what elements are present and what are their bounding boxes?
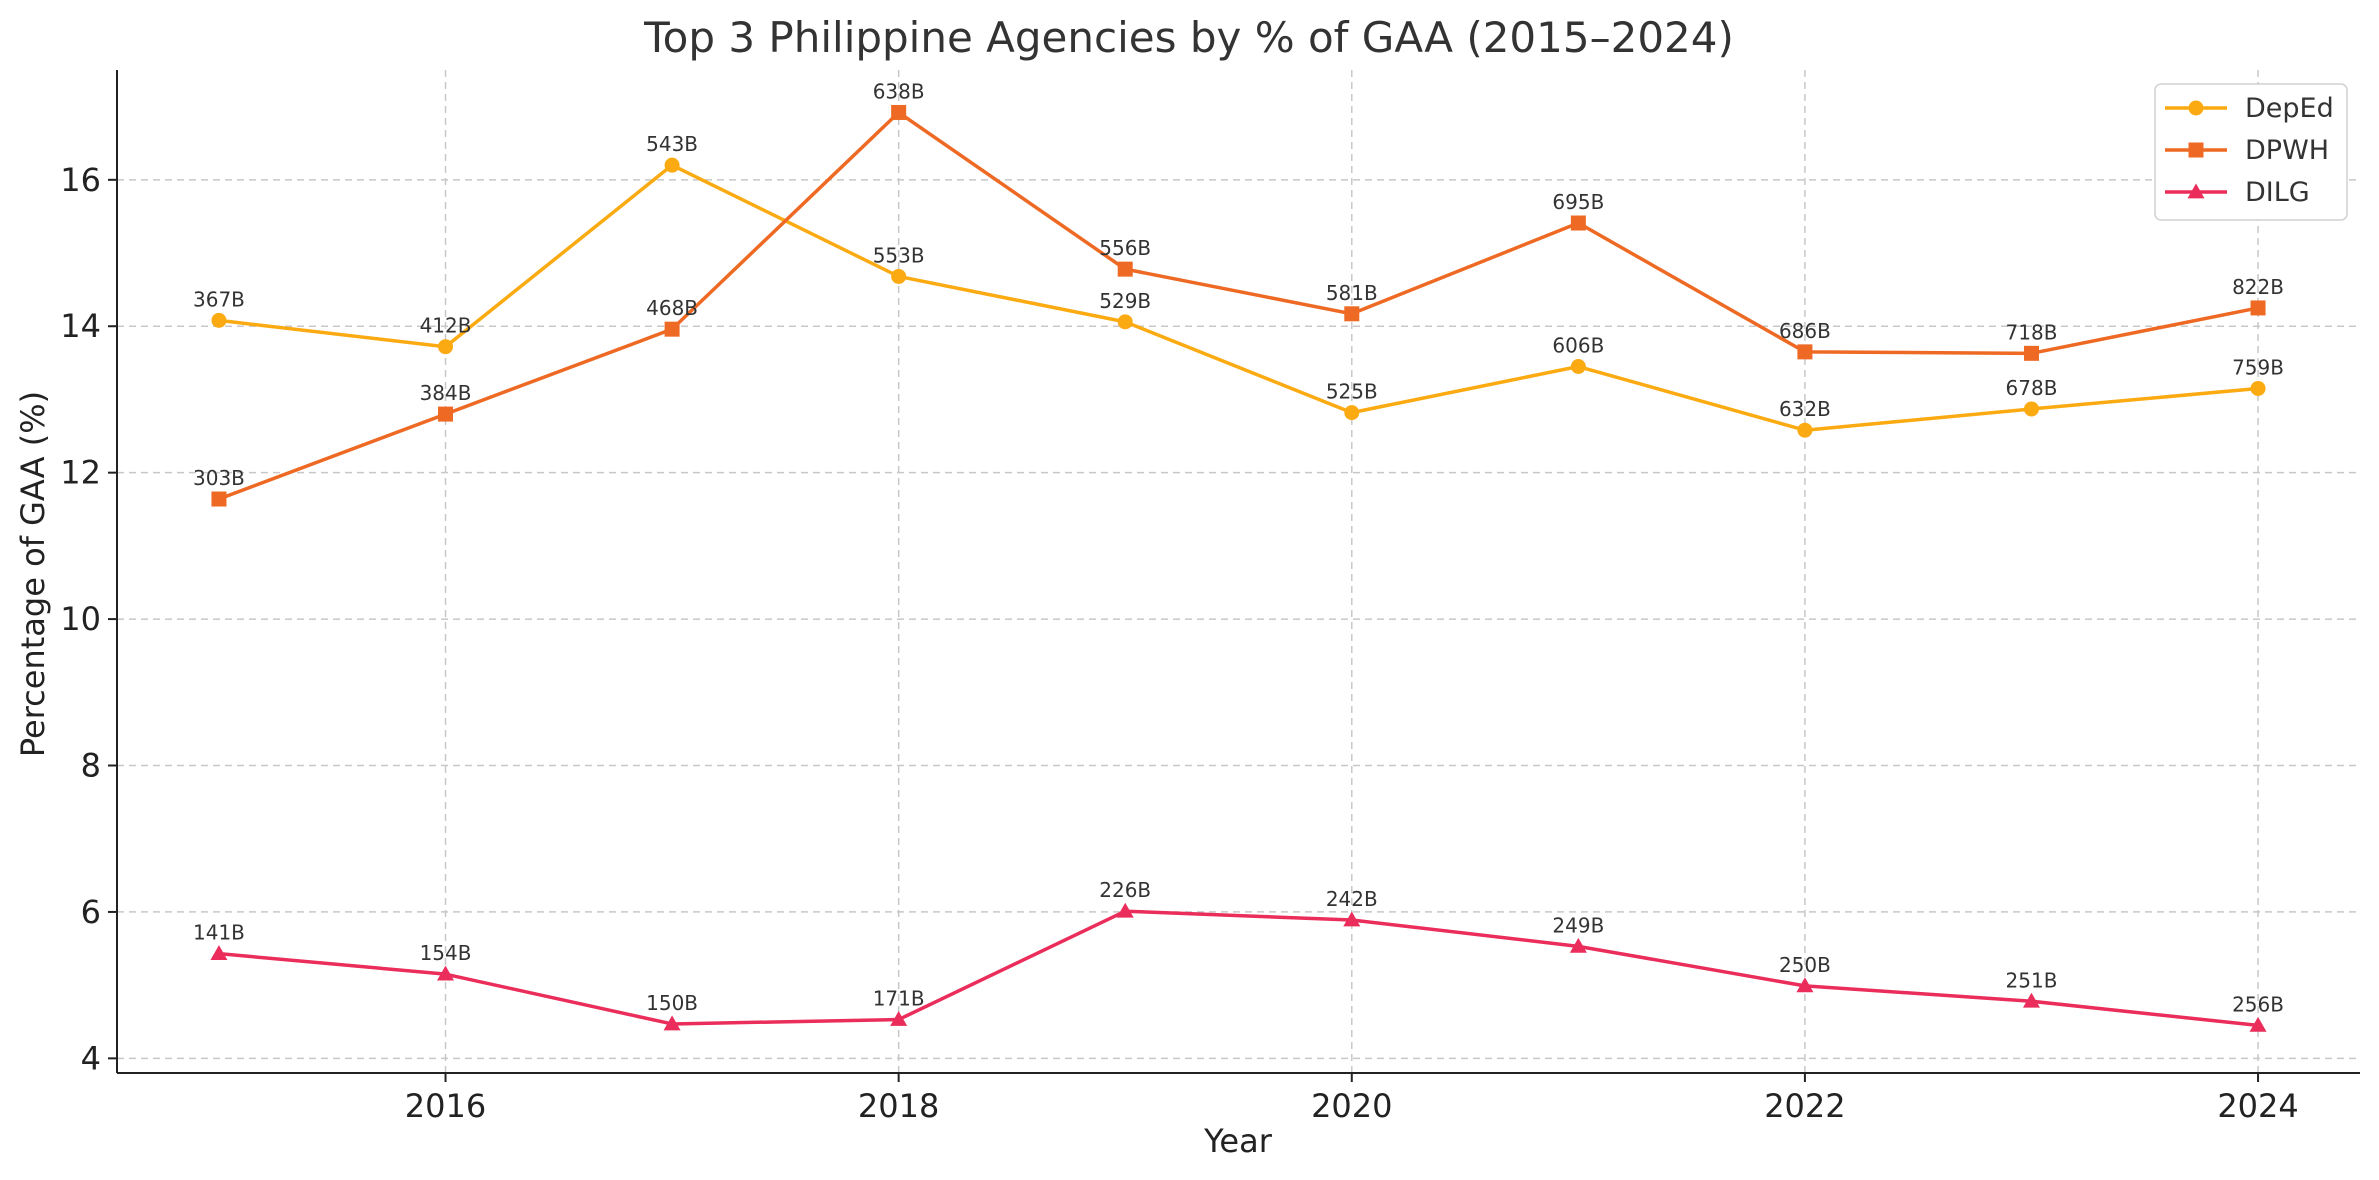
data-label-dpwh: 718B [2006,320,2058,344]
data-point-dilg [890,1011,908,1026]
series-dpwh [211,104,2266,507]
y-tick-label: 14 [60,307,101,345]
data-label-dpwh: 581B [1326,281,1378,305]
data-label-dilg: 141B [193,921,245,945]
data-label-dilg: 226B [1099,878,1151,902]
data-point-deped [1117,314,1133,330]
data-point-dilg [210,945,228,961]
data-point-dpwh [438,406,454,422]
axis-ticks: 2016 2018 2020 2022 2024 4 6 8 10 12 14 16 [60,161,2298,1125]
series-line-deped [218,163,2259,432]
data-label-dilg: 256B [2232,992,2284,1016]
data-label-dilg: 249B [1552,913,1604,937]
x-tick-label: 2024 [2217,1087,2298,1125]
data-point-deped [1344,405,1360,421]
data-label-deped: 529B [1099,289,1151,313]
data-point-dilg [1116,902,1134,918]
data-label-deped: 367B [193,287,245,311]
data-point-dpwh [1117,261,1133,277]
data-label-dilg: 171B [873,987,925,1011]
data-point-dpwh [1797,344,1813,360]
data-point-deped [211,312,227,328]
data-point-deped [2250,380,2266,396]
legend-marker-dpwh [2188,142,2204,158]
y-tick-label: 4 [81,1039,101,1077]
data-label-deped: 759B [2232,355,2284,379]
data-label-dpwh: 303B [193,466,245,490]
data-point-deped [438,339,454,355]
series-line-dpwh [218,110,2259,501]
grid [117,70,2360,1073]
y-axis-label: Percentage of GAA (%) [14,391,52,757]
legend: DepEd DPWH DILG [2154,83,2348,221]
data-label-dilg: 154B [420,941,472,965]
x-tick-label: 2020 [1311,1087,1392,1125]
data-point-deped [2023,401,2039,417]
legend-label-dpwh: DPWH [2245,135,2329,166]
data-label-deped: 525B [1326,380,1378,404]
chart-title: Top 3 Philippine Agencies by % of GAA (2… [643,13,1734,62]
data-point-deped [891,268,907,284]
data-point-dpwh [1570,215,1586,231]
legend-label-deped: DepEd [2245,93,2334,124]
x-tick-label: 2018 [858,1087,939,1125]
data-label-dpwh: 556B [1099,236,1151,260]
data-point-deped [664,157,680,173]
x-tick-label: 2022 [1764,1087,1845,1125]
legend-item-dilg: DILG [2165,177,2310,208]
data-point-deped [1797,422,1813,438]
legend-label-dilg: DILG [2245,177,2310,208]
series-deped [211,157,2266,438]
legend-marker-deped [2188,100,2204,116]
data-point-dpwh [2023,345,2039,361]
legend-item-deped: DepEd [2165,93,2334,124]
data-labels: 367B 412B 543B 553B 529B 525B 606B 632B 678B 759B… [193,79,2284,1016]
y-tick-label: 12 [60,454,101,492]
data-label-deped: 678B [2006,376,2058,400]
data-label-deped: 553B [873,243,925,267]
data-point-dpwh [2250,300,2266,316]
data-label-dpwh: 468B [646,296,698,320]
data-point-dilg [2249,1016,2267,1032]
series-line-dilg [218,909,2259,1028]
data-label-dpwh: 638B [873,79,925,103]
data-point-dilg [1343,911,1361,927]
data-label-deped: 606B [1552,334,1604,358]
data-label-dilg: 150B [646,991,698,1015]
y-tick-label: 10 [60,600,101,638]
data-label-dpwh: 686B [1779,319,1831,343]
data-label-deped: 412B [420,314,472,338]
data-label-dpwh: 384B [420,381,472,405]
data-point-dilg [2022,992,2040,1008]
series-dilg [210,902,2267,1032]
data-label-dpwh: 695B [1552,190,1604,214]
data-point-deped [1570,359,1586,375]
data-label-deped: 543B [646,132,698,156]
data-point-dpwh [1344,306,1360,322]
data-point-dilg [663,1015,681,1031]
data-point-dpwh [664,321,680,337]
y-tick-label: 6 [81,893,101,931]
y-tick-label: 16 [60,161,101,199]
data-label-dpwh: 822B [2232,275,2284,299]
data-point-dilg [1796,977,1814,993]
data-point-dilg [1569,937,1587,953]
legend-box [2154,83,2348,221]
legend-marker-dilg [2187,183,2205,199]
y-tick-label: 8 [81,747,101,785]
x-tick-label: 2016 [405,1087,486,1125]
data-point-dilg [437,965,455,981]
data-label-dilg: 251B [2006,968,2058,992]
legend-item-dpwh: DPWH [2165,135,2329,166]
x-axis-label: Year [1203,1122,1273,1160]
data-label-deped: 632B [1779,397,1831,421]
data-label-dilg: 242B [1326,887,1378,911]
series-lines [210,104,2267,1032]
data-label-dilg: 250B [1779,953,1831,977]
data-point-dpwh [211,491,227,507]
data-point-dpwh [891,104,907,120]
